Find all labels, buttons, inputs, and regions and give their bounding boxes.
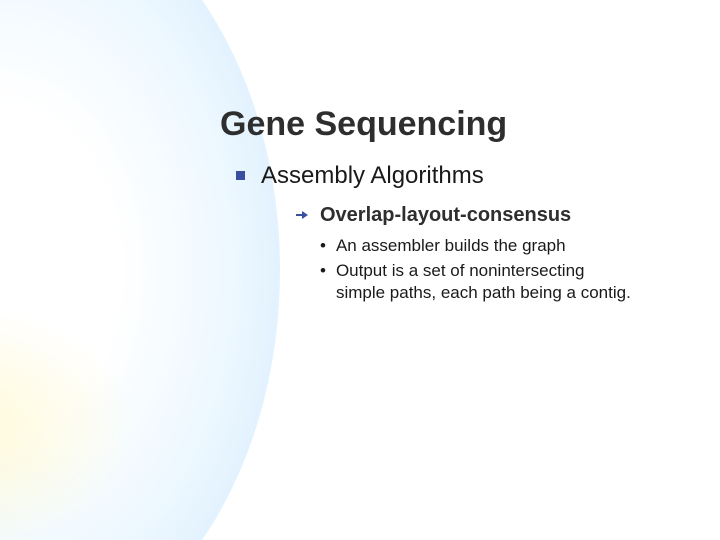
level3-text: Output is a set of nonintersecting simpl… xyxy=(336,260,636,303)
bullet-level3: • Output is a set of nonintersecting sim… xyxy=(320,260,680,303)
slide-title: Gene Sequencing xyxy=(220,105,680,144)
dot-bullet-icon: • xyxy=(320,260,326,281)
level1-text: Assembly Algorithms xyxy=(261,162,484,190)
square-bullet-icon xyxy=(236,171,245,180)
slide: Gene Sequencing Assembly Algorithms Over… xyxy=(0,0,720,540)
bullet-level2: Overlap-layout-consensus xyxy=(294,204,680,227)
level2-text: Overlap-layout-consensus xyxy=(320,204,571,227)
bullet-level3: • An assembler builds the graph xyxy=(320,235,680,256)
level3-text: An assembler builds the graph xyxy=(336,235,566,256)
dot-bullet-icon: • xyxy=(320,235,326,256)
pointing-hand-icon xyxy=(294,207,310,223)
bullet-level1: Assembly Algorithms xyxy=(236,162,680,190)
slide-content: Gene Sequencing Assembly Algorithms Over… xyxy=(220,105,680,307)
